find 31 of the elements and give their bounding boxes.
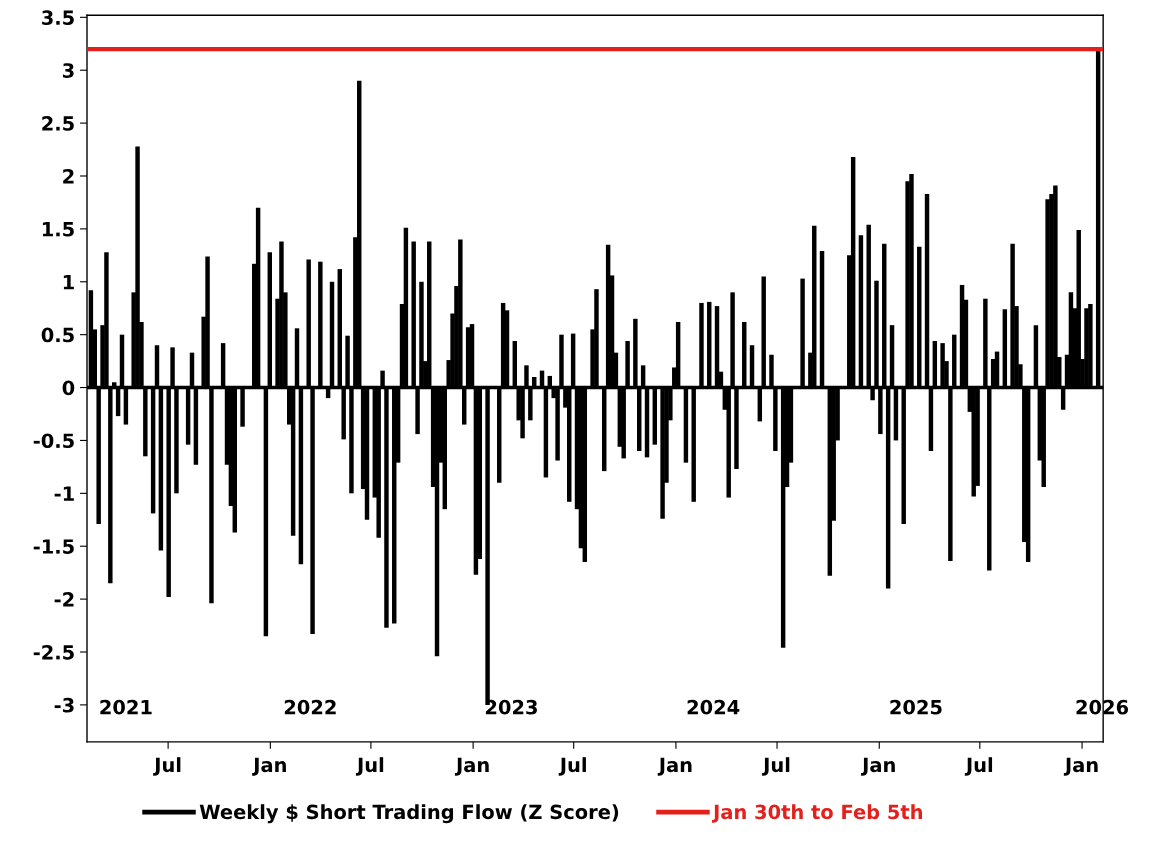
x-tick-label: Jan [454,757,489,776]
y-tick-label: -2 [54,592,74,607]
x2-tick-label: 2024 [687,699,740,715]
y-tick-label: 2.5 [42,116,74,131]
y-tick-label: -3 [54,697,74,713]
y-tick-label: 3.5 [42,10,74,25]
x-tick-label: Jul [355,757,384,776]
x-tick-label: Jul [558,757,586,776]
y-tick-label: -1 [54,486,74,501]
x2-tick-label: 2023 [485,699,537,715]
y-tick-label: 1 [63,274,74,290]
x-tick-label: Jan [1063,757,1098,776]
x2-tick-label: 2025 [890,699,942,715]
y-tick-label: 0 [62,380,75,396]
y-tick-label: -2.5 [33,644,74,660]
x-tick-label: Jan [657,757,692,776]
y-tick-label: 1.5 [42,222,74,237]
x-tick-label: Jul [762,757,790,776]
legend-label: Jan 30th to Feb 5th [712,804,922,823]
y-tick-label: 0.5 [41,327,74,343]
x2-tick-label: 2022 [284,699,336,715]
x-tick-label: Jul [153,757,181,776]
x2-tick-label: 2021 [100,699,152,715]
y-tick-label: -1.5 [33,539,74,554]
legend-label: Weekly $ Short Trading Flow (Z Score) [199,804,619,824]
x-tick-label: Jul [964,757,993,776]
y-tick-label: -0.5 [33,433,74,449]
y-tick-label: 3 [62,63,74,78]
y-tick-label: 2 [63,168,74,184]
x-tick-label: Jan [252,757,286,776]
x-tick-label: Jan [861,757,895,776]
